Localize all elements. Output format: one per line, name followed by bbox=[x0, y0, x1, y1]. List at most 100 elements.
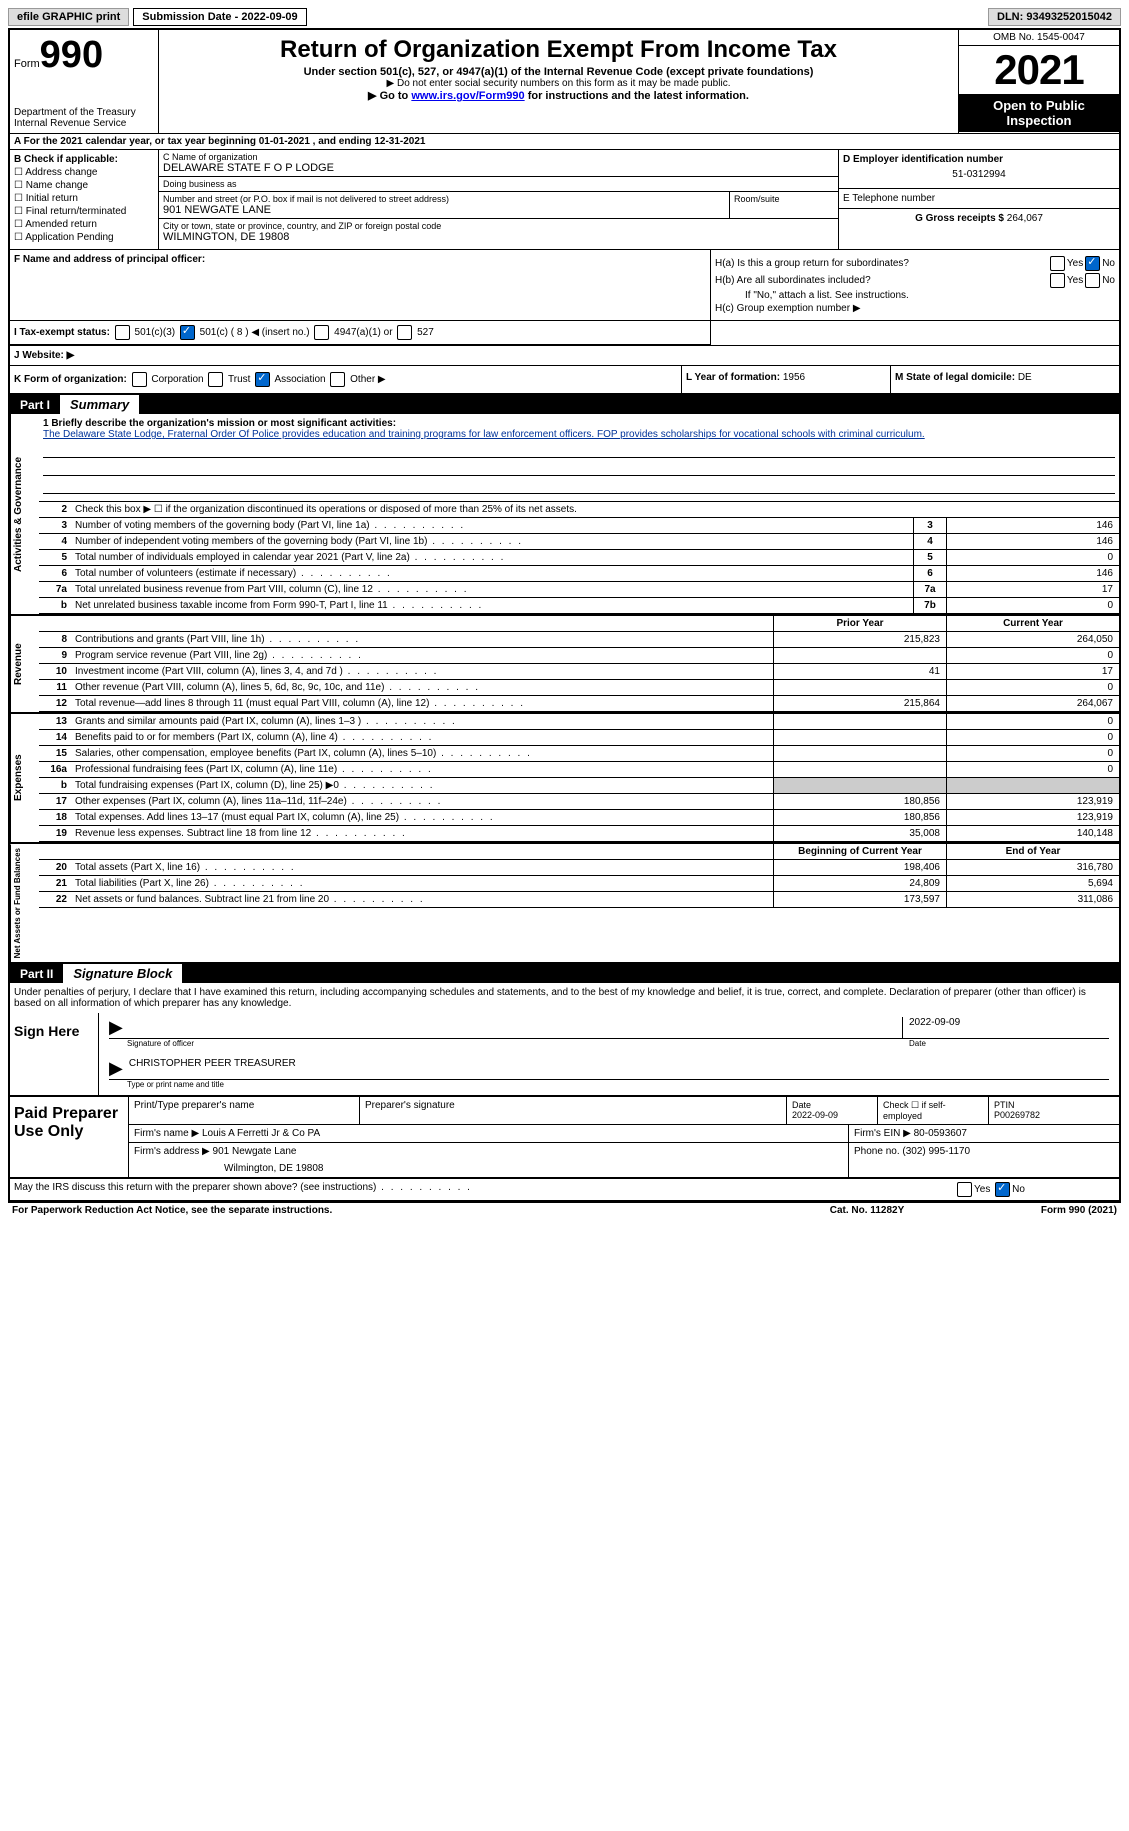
check-final-return[interactable]: ☐ Final return/terminated bbox=[14, 206, 154, 217]
form-subtitle-3: ▶ Go to www.irs.gov/Form990 for instruct… bbox=[163, 89, 954, 102]
summary-row: 16a Professional fundraising fees (Part … bbox=[39, 762, 1119, 778]
summary-row: 11 Other revenue (Part VIII, column (A),… bbox=[39, 680, 1119, 696]
firm-ein-label: Firm's EIN ▶ bbox=[854, 1128, 914, 1139]
goto-suffix: for instructions and the latest informat… bbox=[525, 90, 749, 102]
website-label: J Website: ▶ bbox=[14, 350, 74, 361]
sign-here-label: Sign Here bbox=[10, 1013, 99, 1095]
summary-row: 10 Investment income (Part VIII, column … bbox=[39, 664, 1119, 680]
h-c-right bbox=[711, 321, 1119, 345]
state-domicile: DE bbox=[1018, 372, 1032, 383]
part-2-header: Part II Signature Block bbox=[10, 964, 1119, 983]
sig-name: CHRISTOPHER PEER TREASURER bbox=[129, 1058, 1109, 1079]
org-other[interactable] bbox=[330, 372, 345, 387]
summary-row: 22 Net assets or fund balances. Subtract… bbox=[39, 892, 1119, 908]
org-corp[interactable] bbox=[132, 372, 147, 387]
paid-prep-label: Paid Preparer Use Only bbox=[10, 1097, 129, 1177]
status-527[interactable] bbox=[397, 325, 412, 340]
form-subtitle-1: Under section 501(c), 527, or 4947(a)(1)… bbox=[163, 66, 954, 78]
col-b-header: B Check if applicable: bbox=[14, 154, 154, 165]
prep-self-employed[interactable]: Check ☐ if self-employed bbox=[878, 1097, 989, 1124]
check-address-change[interactable]: ☐ Address change bbox=[14, 167, 154, 178]
firm-addr-2: Wilmington, DE 19808 bbox=[134, 1157, 843, 1174]
summary-row: 18 Total expenses. Add lines 13–17 (must… bbox=[39, 810, 1119, 826]
phone-label: E Telephone number bbox=[843, 193, 1115, 204]
status-4947[interactable] bbox=[314, 325, 329, 340]
firm-name: Louis A Ferretti Jr & Co PA bbox=[202, 1128, 320, 1139]
cat-no: Cat. No. 11282Y bbox=[767, 1205, 967, 1216]
gross-label: G Gross receipts $ bbox=[915, 213, 1007, 224]
h-a-label: H(a) Is this a group return for subordin… bbox=[715, 258, 1048, 269]
summary-row: 5 Total number of individuals employed i… bbox=[39, 550, 1119, 566]
form-org-label: K Form of organization: bbox=[14, 374, 127, 385]
summary-row: 14 Benefits paid to or for members (Part… bbox=[39, 730, 1119, 746]
check-name-change[interactable]: ☐ Name change bbox=[14, 180, 154, 191]
col-d-ein-box: D Employer identification number 51-0312… bbox=[839, 150, 1119, 249]
part-2-title: Signature Block bbox=[63, 964, 182, 983]
efile-button[interactable]: efile GRAPHIC print bbox=[8, 8, 129, 26]
year-formation-label: L Year of formation: bbox=[686, 372, 783, 383]
subdate-label: Submission Date - bbox=[142, 11, 241, 23]
vlabel-net-assets: Net Assets or Fund Balances bbox=[10, 844, 39, 962]
h-b-no[interactable] bbox=[1085, 273, 1100, 288]
discuss-no[interactable] bbox=[995, 1182, 1010, 1197]
summary-row: 13 Grants and similar amounts paid (Part… bbox=[39, 714, 1119, 730]
dept-label: Department of the Treasury Internal Reve… bbox=[14, 107, 154, 129]
city-value: WILMINGTON, DE 19808 bbox=[163, 231, 834, 243]
dln: DLN: 93493252015042 bbox=[988, 8, 1121, 26]
irs-link[interactable]: www.irs.gov/Form990 bbox=[411, 90, 524, 102]
form-number: 990 bbox=[40, 34, 103, 76]
submission-date: Submission Date - 2022-09-09 bbox=[133, 8, 306, 26]
officer-label: F Name and address of principal officer: bbox=[14, 254, 205, 265]
sig-date-label: Date bbox=[909, 1039, 1109, 1048]
mission-line-3 bbox=[43, 479, 1115, 494]
summary-row: 7a Total unrelated business revenue from… bbox=[39, 582, 1119, 598]
gross-value: 264,067 bbox=[1007, 213, 1043, 224]
col-b-checkboxes: B Check if applicable: ☐ Address change … bbox=[10, 150, 159, 249]
h-a-yes[interactable] bbox=[1050, 256, 1065, 271]
org-name-label: C Name of organization bbox=[163, 152, 834, 162]
sig-declaration: Under penalties of perjury, I declare th… bbox=[10, 983, 1119, 1013]
h-note: If "No," attach a list. See instructions… bbox=[715, 290, 1115, 301]
irs-discuss-question: May the IRS discuss this return with the… bbox=[14, 1182, 955, 1197]
summary-row: b Total fundraising expenses (Part IX, c… bbox=[39, 778, 1119, 794]
hdr-end-year: End of Year bbox=[946, 844, 1119, 859]
ein-label: D Employer identification number bbox=[843, 154, 1115, 165]
status-501c3[interactable] bbox=[115, 325, 130, 340]
org-assoc[interactable] bbox=[255, 372, 270, 387]
summary-row: 21 Total liabilities (Part X, line 26) 2… bbox=[39, 876, 1119, 892]
h-a-no[interactable] bbox=[1085, 256, 1100, 271]
h-c-label: H(c) Group exemption number ▶ bbox=[715, 303, 861, 314]
part-2-tag: Part II bbox=[10, 965, 63, 983]
omb-number: OMB No. 1545-0047 bbox=[959, 30, 1119, 46]
sig-officer-label: Signature of officer bbox=[127, 1039, 871, 1048]
h-b-label: H(b) Are all subordinates included? bbox=[715, 275, 1048, 286]
street-label: Number and street (or P.O. box if mail i… bbox=[163, 194, 725, 204]
goto-prefix: ▶ Go to bbox=[368, 90, 411, 102]
room-label: Room/suite bbox=[730, 192, 838, 218]
org-trust[interactable] bbox=[208, 372, 223, 387]
check-app-pending[interactable]: ☐ Application Pending bbox=[14, 232, 154, 243]
status-501c[interactable] bbox=[180, 325, 195, 340]
summary-row: 12 Total revenue—add lines 8 through 11 … bbox=[39, 696, 1119, 712]
hdr-prior-year: Prior Year bbox=[773, 616, 946, 631]
sig-date: 2022-09-09 bbox=[902, 1017, 1109, 1038]
form-footer: Form 990 (2021) bbox=[967, 1205, 1117, 1216]
prep-ptin: PTIN P00269782 bbox=[989, 1097, 1119, 1124]
summary-row: 17 Other expenses (Part IX, column (A), … bbox=[39, 794, 1119, 810]
tax-year: 2021 bbox=[959, 46, 1119, 94]
vlabel-revenue: Revenue bbox=[10, 616, 39, 712]
h-b-yes[interactable] bbox=[1050, 273, 1065, 288]
hdr-curr-year: Current Year bbox=[946, 616, 1119, 631]
part-1-title: Summary bbox=[60, 395, 139, 414]
check-amended[interactable]: ☐ Amended return bbox=[14, 219, 154, 230]
form-id-box: Form990 Department of the Treasury Inter… bbox=[10, 30, 159, 133]
summary-row: 20 Total assets (Part X, line 16) 198,40… bbox=[39, 860, 1119, 876]
col-c-org-info: C Name of organization DELAWARE STATE F … bbox=[159, 150, 839, 249]
summary-row: 4 Number of independent voting members o… bbox=[39, 534, 1119, 550]
form-label: Form bbox=[14, 58, 40, 70]
vlabel-governance: Activities & Governance bbox=[10, 414, 39, 614]
mission-text: The Delaware State Lodge, Fraternal Orde… bbox=[43, 429, 925, 440]
discuss-yes[interactable] bbox=[957, 1182, 972, 1197]
check-initial-return[interactable]: ☐ Initial return bbox=[14, 193, 154, 204]
street-value: 901 NEWGATE LANE bbox=[163, 204, 725, 216]
